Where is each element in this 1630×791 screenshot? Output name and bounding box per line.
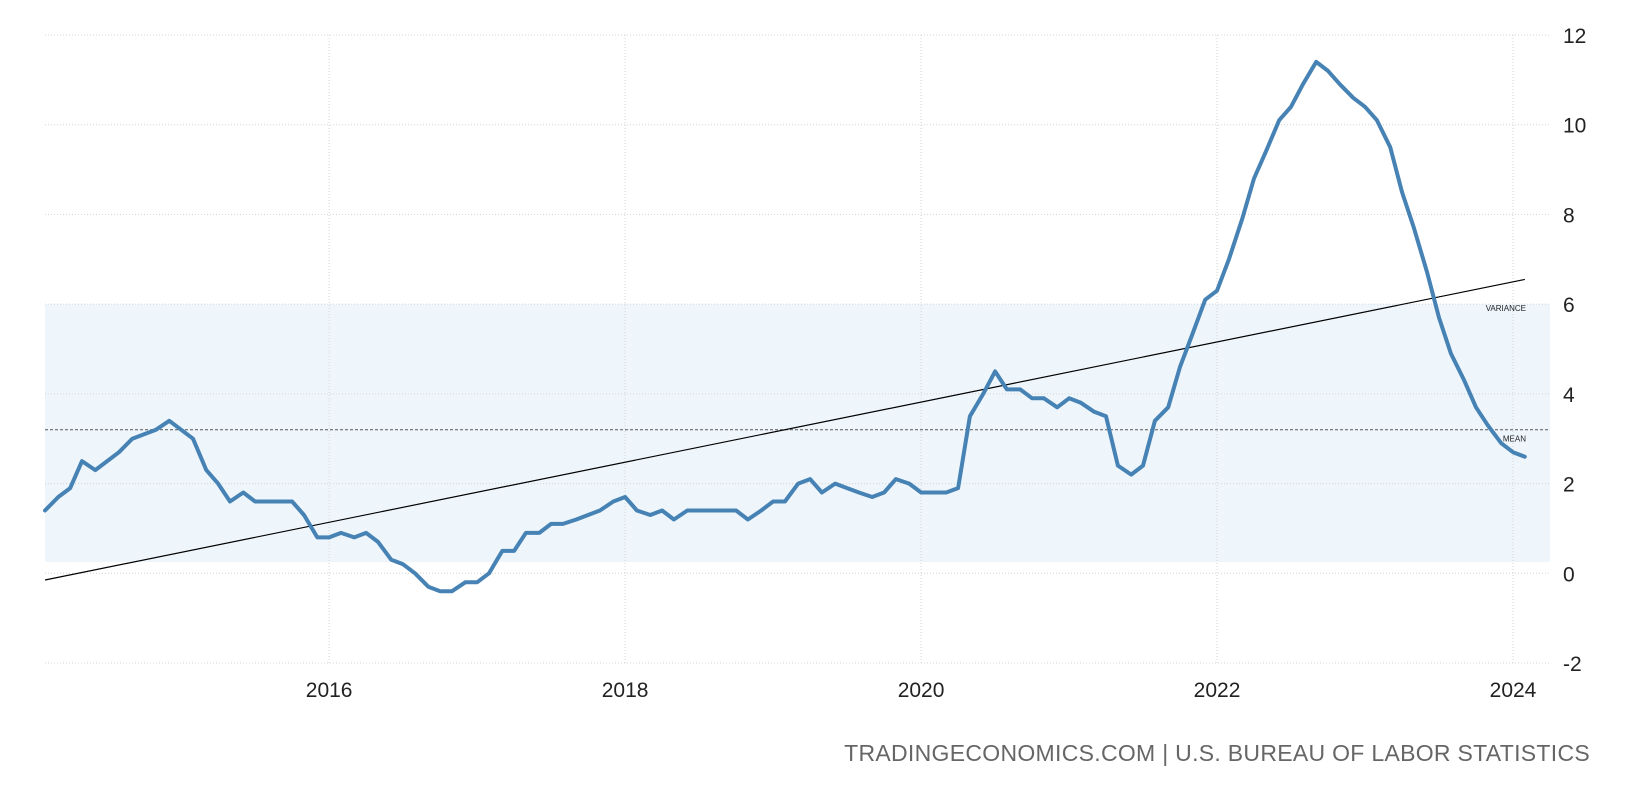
- band-label: VARIANCE: [1486, 304, 1526, 313]
- trend-line: [44, 278, 1525, 581]
- y-tick-label: 0: [1563, 563, 1575, 586]
- x-tick-label: 2018: [602, 679, 649, 702]
- y-tick-label: 10: [1563, 115, 1586, 138]
- mean-label: MEAN: [1503, 435, 1526, 444]
- y-tick-label: 12: [1563, 25, 1586, 48]
- grid: [45, 34, 1550, 664]
- source-credit: TRADINGECONOMICS.COM | U.S. BUREAU OF LA…: [844, 740, 1590, 766]
- x-tick-label: 2024: [1490, 679, 1537, 702]
- y-tick-label: 6: [1563, 294, 1575, 317]
- y-tick-label: -2: [1563, 653, 1582, 676]
- x-tick-label: 2022: [1194, 679, 1241, 702]
- x-tick-label: 2020: [898, 679, 945, 702]
- y-tick-label: 2: [1563, 474, 1575, 497]
- variance-band: [45, 304, 1550, 563]
- y-axis-ticks: -2 0 2 4 6 8 10 12: [1563, 25, 1586, 676]
- x-axis-ticks: 2016 2018 2020 2022 2024: [306, 679, 1537, 702]
- y-tick-label: 8: [1563, 204, 1575, 227]
- x-tick-label: 2016: [306, 679, 353, 702]
- y-tick-label: 4: [1563, 384, 1575, 407]
- series-line: [43, 59, 1527, 594]
